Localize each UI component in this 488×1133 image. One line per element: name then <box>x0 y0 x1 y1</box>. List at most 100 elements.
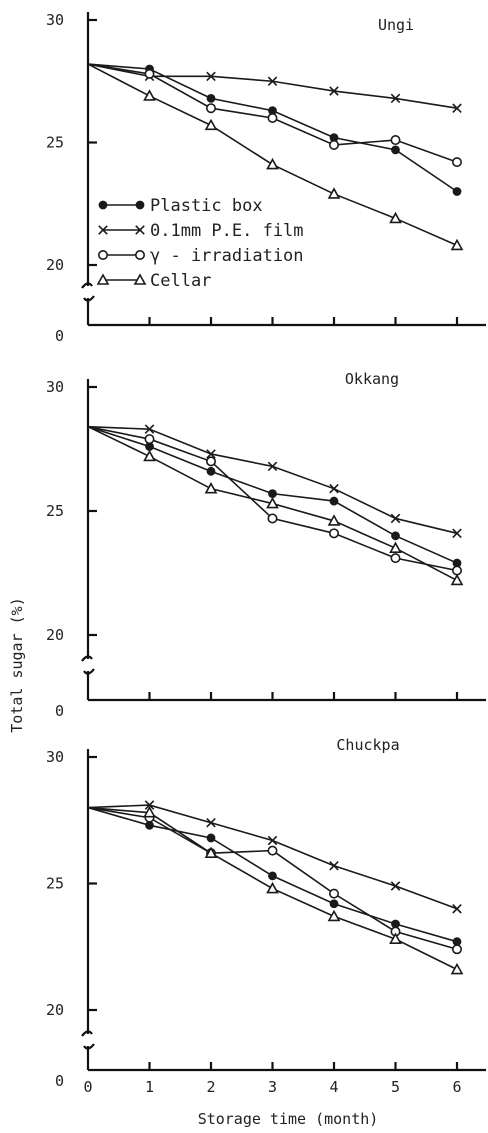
series-4 <box>87 63 464 251</box>
data-point <box>206 456 217 467</box>
data-point <box>145 820 154 830</box>
data-point <box>390 135 401 146</box>
axis-break-mark <box>83 668 95 675</box>
data-point <box>267 113 278 124</box>
legend-marker <box>98 200 108 210</box>
x-tick-label: 4 <box>329 1078 338 1096</box>
data-point <box>389 541 402 553</box>
legend-label: Cellar <box>150 271 211 291</box>
y-tick-label: 25 <box>46 502 64 520</box>
y-tick-label: 25 <box>46 875 64 893</box>
legend-marker <box>98 225 108 235</box>
chart-title: Ungi <box>378 16 414 34</box>
series-2 <box>87 63 462 113</box>
data-point <box>204 846 218 858</box>
series-4 <box>87 425 464 586</box>
x-tick-label: 3 <box>268 1078 277 1096</box>
y-tick-label: 20 <box>46 256 64 274</box>
data-point <box>144 424 155 434</box>
data-point <box>390 513 401 524</box>
data-point <box>452 904 462 914</box>
y-tick-label: 30 <box>46 378 64 396</box>
data-point <box>327 514 341 526</box>
data-point <box>206 71 216 82</box>
data-point <box>391 531 400 541</box>
series-2 <box>87 424 462 539</box>
data-point <box>204 118 218 131</box>
data-point <box>452 187 462 196</box>
legend-marker <box>96 273 110 285</box>
y-tick-label: 25 <box>46 134 64 152</box>
legend-label: 0.1mm P.E. film <box>150 221 304 241</box>
series-4 <box>87 806 464 975</box>
chart-title: Okkang <box>345 370 399 388</box>
data-point <box>450 962 464 975</box>
data-point <box>390 881 401 891</box>
data-point <box>144 434 155 445</box>
data-point <box>144 68 155 79</box>
y-tick-label: 30 <box>46 748 64 766</box>
data-point <box>143 806 156 818</box>
series-line <box>87 63 458 193</box>
axis-break-mark <box>83 1043 95 1050</box>
axis-break-mark <box>81 655 93 662</box>
data-point <box>329 483 339 494</box>
data-point <box>450 573 464 586</box>
chart-panel-1: Ungi 20 25 30 0 Plastic box 0.1mm P.E. film γ -… <box>46 11 486 345</box>
data-point <box>327 909 341 922</box>
data-point <box>390 93 401 104</box>
axis-break-mark <box>81 282 93 289</box>
data-point <box>268 871 277 881</box>
series-3 <box>87 806 462 955</box>
data-point <box>266 157 279 170</box>
legend: Plastic box 0.1mm P.E. film γ - irradiatio… <box>96 196 304 291</box>
axis-break-mark <box>81 1030 93 1037</box>
data-point <box>329 861 339 871</box>
y-tick-label: 30 <box>46 11 64 29</box>
data-point <box>329 86 339 96</box>
legend-marker <box>135 250 146 261</box>
data-point <box>144 800 155 810</box>
x-tick-label: 0 <box>83 1078 92 1096</box>
data-point <box>328 528 339 539</box>
data-point <box>452 103 462 113</box>
series-1 <box>87 806 462 947</box>
data-point <box>329 899 339 909</box>
chart-title: Chuckpa <box>336 736 399 754</box>
series-3 <box>87 63 462 168</box>
x-tick-label: 2 <box>206 1078 215 1096</box>
y-tick-label: 0 <box>55 327 64 345</box>
legend-marker <box>135 225 145 235</box>
data-point <box>266 496 279 509</box>
legend-marker <box>98 250 109 261</box>
series-1 <box>87 425 462 568</box>
data-point <box>391 919 400 929</box>
data-point <box>206 94 216 103</box>
series-3 <box>87 425 462 576</box>
series-2 <box>87 800 462 914</box>
data-point <box>451 565 462 576</box>
y-axis-label: Total sugar (%) <box>8 597 26 732</box>
axis-break-mark <box>83 295 95 302</box>
data-point <box>452 528 462 539</box>
legend-marker <box>133 273 147 285</box>
data-point <box>267 845 278 856</box>
y-tick-label: 0 <box>55 702 64 720</box>
data-point <box>206 833 216 843</box>
data-point <box>328 139 339 150</box>
data-point <box>327 187 341 199</box>
data-point <box>204 482 218 494</box>
data-point <box>391 145 400 155</box>
data-point <box>267 461 278 472</box>
series-line <box>87 63 458 109</box>
y-tick-label: 20 <box>46 1001 64 1019</box>
data-point <box>268 489 277 499</box>
data-point <box>267 76 278 87</box>
data-point <box>206 449 216 459</box>
y-tick-label: 0 <box>55 1072 64 1090</box>
data-point <box>206 818 216 828</box>
data-point <box>266 881 279 894</box>
legend-marker <box>135 200 145 210</box>
